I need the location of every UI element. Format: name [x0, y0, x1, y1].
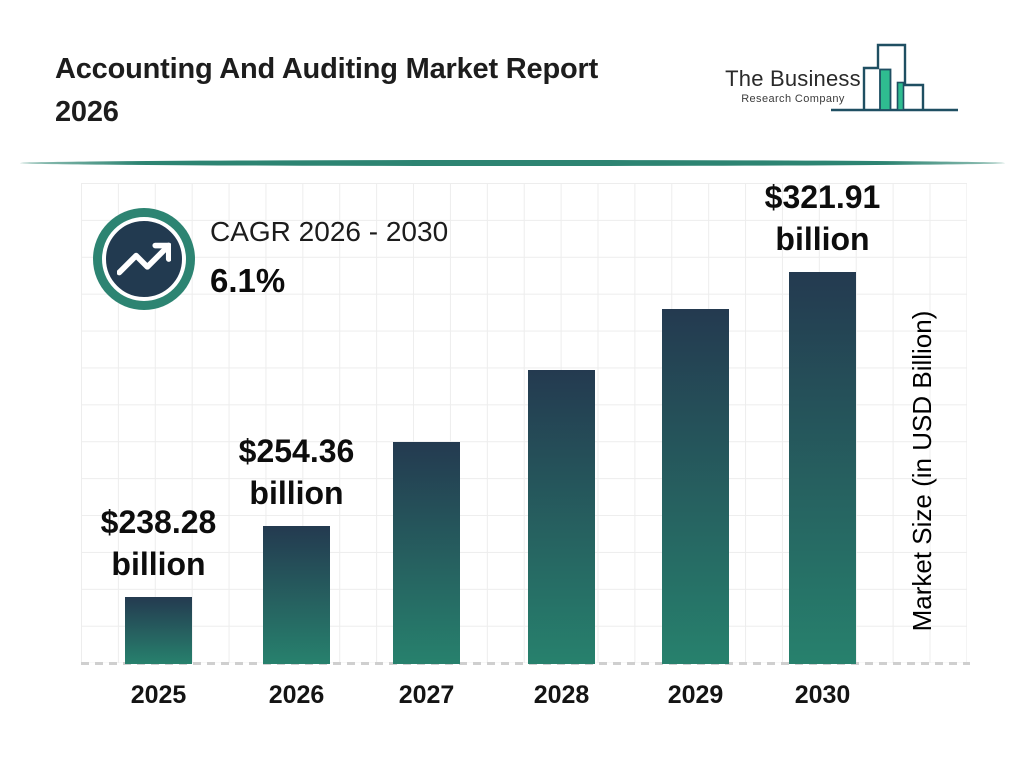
cagr-badge-inner [102, 217, 186, 301]
title-line-1: Accounting And Auditing Market Report [55, 53, 599, 85]
x-tick-2025: 2025 [130, 681, 187, 709]
company-logo: The Business Research Company [722, 36, 966, 118]
bar-2027 [393, 442, 460, 664]
x-tick-2028: 2028 [533, 681, 590, 709]
logo-name: The Business [725, 66, 861, 91]
cagr-value: 6.1% [210, 262, 286, 299]
value-label-2025: $238.28 billion [100, 504, 217, 582]
y-axis-title: Market Size (in USD Billion) [907, 310, 937, 632]
x-axis-baseline [81, 662, 970, 665]
value-label-2026: $254.36 billion [238, 433, 355, 511]
bar-2025 [125, 597, 192, 664]
bar-2028 [528, 370, 595, 664]
x-tick-2026: 2026 [268, 681, 325, 709]
x-tick-2029: 2029 [667, 681, 724, 709]
logo-wordmark: The Business Research Company [722, 66, 864, 105]
value-label-2030: $321.91 billion [764, 179, 881, 257]
cagr-label: CAGR 2026 - 2030 [210, 216, 449, 247]
bar-2026 [263, 526, 330, 664]
divider-line [20, 160, 1005, 166]
bar-2029 [662, 309, 729, 664]
x-tick-2030: 2030 [794, 681, 851, 709]
title-line-2: 2026 [55, 96, 119, 128]
bar-2030 [789, 272, 856, 664]
x-tick-2027: 2027 [398, 681, 455, 709]
logo-subname: Research Company [741, 93, 845, 105]
skyline-bars-icon [831, 43, 958, 112]
page-title: Accounting And Auditing Market Report 20… [55, 48, 598, 134]
cagr-badge [93, 208, 195, 310]
trending-up-icon [117, 242, 171, 276]
